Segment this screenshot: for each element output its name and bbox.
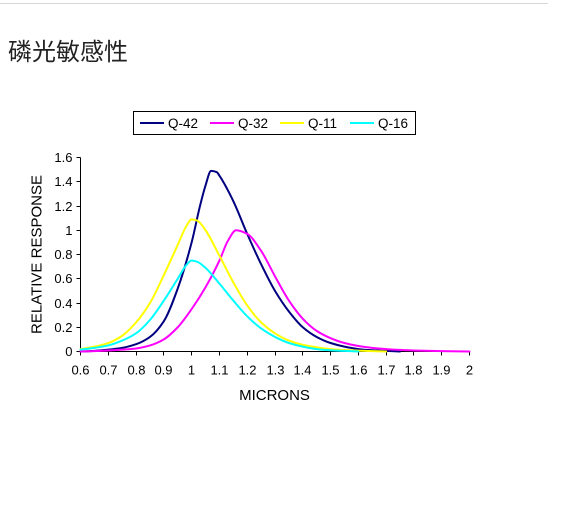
legend-item-q-16: Q-16 bbox=[350, 116, 408, 131]
x-tick-label: 1.6 bbox=[349, 363, 367, 378]
x-tick-label: 1.7 bbox=[377, 363, 395, 378]
legend-label-q-16: Q-16 bbox=[378, 116, 408, 131]
x-tick-label: 0.8 bbox=[127, 363, 145, 378]
legend-label-q-32: Q-32 bbox=[238, 116, 268, 131]
y-axis-title: RELATIVE RESPONSE bbox=[29, 175, 46, 334]
y-tick-label: 1.4 bbox=[54, 174, 72, 189]
series-line-q-32 bbox=[79, 229, 471, 353]
x-tick-label: 0.6 bbox=[71, 363, 89, 378]
legend-item-q-11: Q-11 bbox=[280, 116, 337, 131]
x-tick-label: 0.9 bbox=[154, 363, 172, 378]
top-divider bbox=[0, 3, 548, 4]
x-tick-label: 1 bbox=[188, 363, 195, 378]
x-tick-label: 1.9 bbox=[432, 363, 450, 378]
legend-item-q-42: Q-42 bbox=[140, 116, 198, 131]
x-tick-label: 1.3 bbox=[266, 363, 284, 378]
x-tick-label: 2 bbox=[466, 363, 473, 378]
y-tick-label: 1.2 bbox=[54, 199, 72, 214]
axes bbox=[80, 157, 470, 352]
page-title: 磷光敏感性 bbox=[8, 38, 128, 66]
x-tick-label: 1.8 bbox=[404, 363, 422, 378]
x-tick-label: 1.2 bbox=[238, 363, 256, 378]
x-ticks: 0.6 0.7 0.8 0.9 1 1.1 1.2 1.3 1.4 1.5 1.6 1.7 1.8 1.9… bbox=[71, 351, 473, 378]
x-tick-label: 0.7 bbox=[99, 363, 117, 378]
x-tick-label: 1.4 bbox=[293, 363, 311, 378]
legend-item-q-32: Q-32 bbox=[210, 116, 268, 131]
x-axis-title: MICRONS bbox=[239, 387, 310, 404]
y-tick-label: 0.8 bbox=[54, 247, 72, 262]
legend-label-q-42: Q-42 bbox=[168, 116, 198, 131]
x-tick-label: 1.5 bbox=[321, 363, 339, 378]
y-ticks: 0 0.2 0.4 0.6 0.8 1 1.2 1.4 1.6 bbox=[54, 150, 81, 359]
y-tick-label: 0.4 bbox=[54, 296, 72, 311]
series-line-q-16 bbox=[79, 259, 360, 353]
y-tick-label: 1 bbox=[65, 223, 72, 238]
y-tick-label: 1.6 bbox=[54, 150, 72, 165]
series-line-q-42 bbox=[79, 169, 402, 353]
legend-label-q-11: Q-11 bbox=[308, 116, 337, 131]
series-line-q-11 bbox=[79, 218, 388, 353]
y-tick-label: 0 bbox=[65, 344, 72, 359]
legend-box bbox=[133, 111, 416, 135]
x-tick-label: 1.1 bbox=[210, 363, 228, 378]
y-tick-label: 0.6 bbox=[54, 271, 72, 286]
plot-series bbox=[79, 169, 471, 353]
legend: Q-42 Q-32 Q-11 Q-16 bbox=[133, 111, 416, 135]
y-tick-label: 0.2 bbox=[54, 320, 72, 335]
sensitivity-chart: Q-42 Q-32 Q-11 Q-16 0 0.2 0.4 0.6 0.8 1 1.2 1.4 1.6… bbox=[29, 111, 473, 404]
